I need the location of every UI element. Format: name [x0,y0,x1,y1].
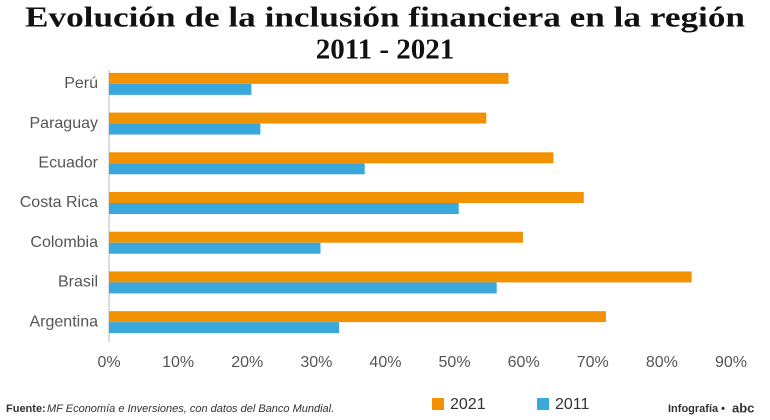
logo: abc [732,400,754,415]
source: MF Economía e Inversiones, con datos del… [47,403,334,415]
category-label: Perú [64,75,98,92]
credit: Infografía • [668,403,725,415]
bar [109,322,340,334]
category-label: Ecuador [38,155,98,172]
x-tick-label: 60% [508,354,540,371]
bar [109,242,321,254]
x-tick-label: 20% [231,354,263,371]
x-tick-label: 30% [300,354,332,371]
legend-label: 2011 [555,396,590,413]
category-label: Brasil [58,274,98,291]
bar [109,152,554,164]
bar [109,123,261,135]
bar [109,163,365,175]
bar [109,72,509,84]
legend-swatch [537,398,549,410]
x-tick-label: 50% [439,354,471,371]
x-tick-label: 40% [369,354,401,371]
bar [109,203,459,214]
x-tick-label: 10% [162,354,194,371]
legend-swatch [432,398,444,410]
bar [109,112,487,124]
category-label: Colombia [30,234,98,251]
bar [109,282,497,294]
category-label: Argentina [30,313,99,330]
bar [109,271,692,283]
bar [109,231,523,243]
bar [109,311,606,323]
source-label: Fuente: [6,403,46,415]
x-tick-label: 80% [646,354,678,371]
category-label: Paraguay [30,115,99,132]
bar [109,83,252,95]
x-tick-label: 70% [577,354,609,371]
x-tick-label: 90% [715,354,747,371]
chart-title: 2011 - 2021 [316,34,455,66]
x-tick-label: 0% [97,354,120,371]
category-label: Costa Rica [20,194,98,211]
bar [109,192,584,203]
chart-title: Evolución de la inclusión financiera en … [25,2,745,34]
legend-label: 2021 [450,396,486,413]
